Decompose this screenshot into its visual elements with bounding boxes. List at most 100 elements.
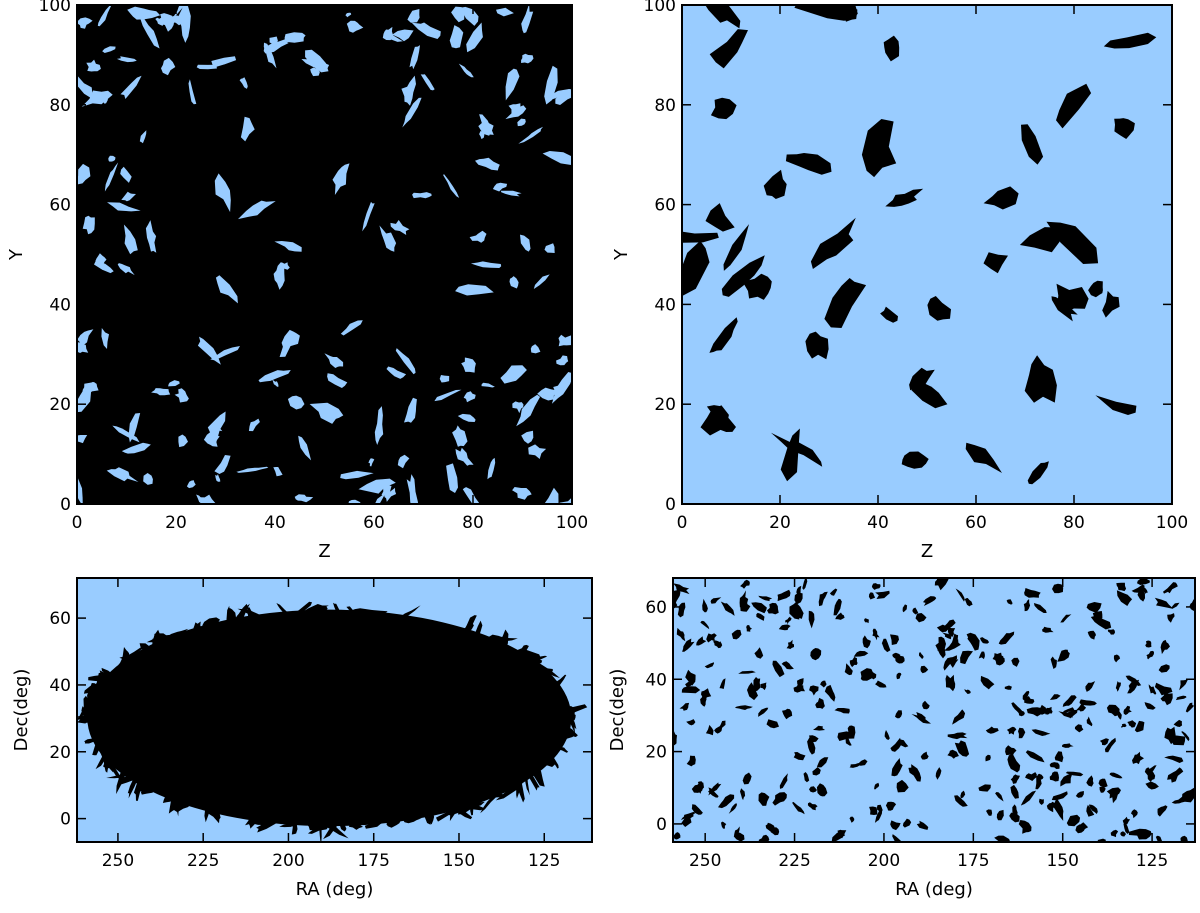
void (348, 499, 361, 504)
mask-blob (77, 713, 101, 720)
void (324, 353, 344, 368)
mask-blob (544, 745, 559, 769)
panel: 0 20 40 60 80 100 0 20 40 60 80 100 Z Y (6, 0, 588, 562)
void (140, 15, 160, 49)
mask-blob (512, 767, 525, 803)
mask-blob (676, 627, 686, 642)
x-tick-label: 125 (1136, 851, 1168, 871)
mask-blob (901, 451, 929, 469)
mask-blob (1125, 675, 1142, 686)
mask-blob (742, 772, 752, 785)
mask-blob (891, 758, 903, 777)
y-tick-label: 20 (645, 743, 667, 763)
mask-blob (1057, 649, 1070, 662)
mask-blob (1123, 705, 1132, 715)
mask-blob (708, 782, 722, 796)
mask-blob (949, 659, 959, 668)
mask-blob (290, 816, 298, 835)
mask-blob (1098, 778, 1108, 788)
void (294, 494, 314, 503)
mask-blob (978, 651, 985, 660)
mask-blob (936, 624, 950, 633)
mask-blob (1160, 692, 1173, 706)
mask-blob (892, 834, 903, 842)
mask-blob (710, 97, 737, 120)
panel: 250 225 200 175 150 125 0 20 40 60 RA (deg) Dec(deg… (11, 577, 593, 900)
mask-blob (193, 621, 202, 634)
void (451, 6, 465, 23)
mask-image (77, 5, 572, 504)
mask-blob (742, 273, 772, 300)
mask-blob (1114, 118, 1135, 139)
void (374, 406, 384, 445)
y-tick-label: 40 (49, 676, 71, 696)
mask-blob (713, 640, 721, 647)
void (559, 497, 572, 504)
void (521, 5, 534, 34)
void (558, 334, 572, 347)
void (457, 413, 476, 422)
mask-blob (867, 671, 877, 680)
mask-image (682, 5, 1172, 504)
x-axis-label: Z (921, 541, 933, 562)
mask-blob (1075, 791, 1084, 798)
mask-blob (422, 810, 431, 825)
mask-blob (771, 432, 823, 467)
mask-blob (1025, 772, 1037, 781)
mask-blob (1137, 589, 1145, 602)
void (516, 394, 541, 427)
void (544, 487, 559, 504)
mask-blob (1167, 767, 1184, 783)
mask-blob (1144, 702, 1156, 710)
x-tick-label: 200 (272, 851, 304, 871)
mask-blob (1099, 738, 1109, 746)
mask-blob (868, 592, 876, 600)
void (178, 5, 191, 43)
mask-blob (911, 379, 948, 409)
mask-region (77, 5, 572, 504)
mask-blob (920, 665, 929, 674)
void (121, 191, 136, 202)
mask-blob (1020, 790, 1037, 806)
x-tick-label: 100 (1156, 513, 1188, 533)
void (487, 457, 496, 480)
mask-blob (1113, 654, 1121, 663)
mask-blob (767, 602, 779, 615)
void (401, 75, 416, 106)
mask-blob (756, 612, 765, 621)
mask-blob (1074, 724, 1084, 733)
mask-blob (1115, 681, 1121, 692)
void (116, 56, 137, 63)
mask-blob (919, 652, 924, 659)
mask-blob (673, 597, 678, 609)
mask-blob (738, 670, 756, 674)
mask-blob (740, 788, 746, 801)
mask-blob (941, 632, 952, 640)
void (521, 430, 534, 444)
x-tick-label: 0 (72, 513, 83, 533)
mask-blob (1102, 290, 1120, 318)
mask-blob (785, 153, 832, 175)
mask-blob (1018, 820, 1032, 834)
mask-blob (835, 612, 845, 620)
mask-blob (1024, 696, 1035, 704)
mask-blob (1049, 771, 1059, 782)
mask-blob (862, 635, 871, 649)
mask-blob (509, 648, 542, 659)
void (279, 329, 300, 357)
mask-blob (896, 779, 909, 793)
mask-blob (364, 817, 385, 829)
void (258, 370, 291, 383)
mask-blob (1131, 809, 1138, 819)
void (556, 355, 569, 366)
void (439, 375, 450, 383)
x-tick-label: 150 (1046, 851, 1078, 871)
mask-blob (824, 684, 836, 702)
mask-blob (915, 613, 927, 623)
mask-blob (1095, 395, 1137, 415)
mask-blob (881, 638, 891, 653)
mask-blob (955, 588, 965, 602)
void (455, 284, 494, 296)
mask-blob (462, 622, 474, 635)
mask-blob (686, 719, 696, 726)
